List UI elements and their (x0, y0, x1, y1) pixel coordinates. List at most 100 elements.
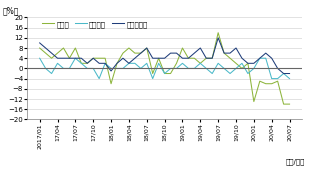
住宅地 (169, 72, 172, 75)
住宅地 (38, 47, 42, 49)
戸建住宅 (109, 67, 113, 70)
マンション (79, 57, 83, 59)
戸建住宅 (258, 57, 262, 59)
住宅地 (228, 57, 232, 59)
マンション (228, 52, 232, 54)
住宅地 (216, 32, 220, 34)
マンション (175, 52, 178, 54)
マンション (187, 57, 190, 59)
住宅地 (139, 52, 143, 54)
戸建住宅 (91, 67, 95, 70)
住宅地 (204, 57, 208, 59)
マンション (86, 62, 89, 64)
マンション (127, 62, 131, 64)
Line: 住宅地: 住宅地 (40, 33, 290, 104)
マンション (240, 57, 244, 59)
住宅地 (270, 83, 273, 85)
戸建住宅 (73, 57, 77, 59)
戸建住宅 (115, 67, 119, 70)
マンション (50, 52, 53, 54)
住宅地 (56, 52, 60, 54)
マンション (276, 67, 280, 70)
マンション (193, 52, 196, 54)
戸建住宅 (86, 67, 89, 70)
戸建住宅 (169, 67, 172, 70)
マンション (44, 47, 47, 49)
マンション (181, 57, 184, 59)
戸建住宅 (198, 62, 202, 64)
マンション (73, 57, 77, 59)
住宅地 (109, 83, 113, 85)
マンション (133, 57, 137, 59)
マンション (163, 57, 166, 59)
マンション (234, 47, 238, 49)
マンション (62, 57, 65, 59)
住宅地 (133, 52, 137, 54)
マンション (97, 62, 101, 64)
戸建住宅 (79, 62, 83, 64)
戸建住宅 (139, 67, 143, 70)
戸建住宅 (121, 67, 125, 70)
マンション (204, 57, 208, 59)
戸建住宅 (222, 67, 226, 70)
住宅地 (97, 57, 101, 59)
住宅地 (234, 62, 238, 64)
住宅地 (288, 103, 291, 105)
戸建住宅 (187, 67, 190, 70)
住宅地 (198, 62, 202, 64)
戸建住宅 (68, 67, 71, 70)
マンション (258, 57, 262, 59)
戸建住宅 (127, 62, 131, 64)
戸建住宅 (103, 62, 107, 64)
戸建住宅 (240, 62, 244, 64)
マンション (139, 52, 143, 54)
戸建住宅 (228, 72, 232, 75)
マンション (270, 57, 273, 59)
住宅地 (163, 72, 166, 75)
戸建住宅 (210, 72, 214, 75)
マンション (103, 62, 107, 64)
住宅地 (175, 62, 178, 64)
住宅地 (115, 62, 119, 64)
マンション (264, 52, 268, 54)
マンション (68, 57, 71, 59)
戸建住宅 (157, 62, 161, 64)
戸建住宅 (151, 78, 155, 80)
マンション (145, 47, 148, 49)
Text: （年/月）: （年/月） (286, 158, 305, 165)
Line: 戸建住宅: 戸建住宅 (40, 58, 290, 79)
戸建住宅 (38, 57, 42, 59)
戸建住宅 (216, 62, 220, 64)
戸建住宅 (234, 67, 238, 70)
住宅地 (193, 57, 196, 59)
戸建住宅 (193, 67, 196, 70)
住宅地 (73, 47, 77, 49)
住宅地 (258, 80, 262, 82)
マンション (246, 62, 250, 64)
マンション (216, 37, 220, 39)
住宅地 (276, 80, 280, 82)
マンション (210, 57, 214, 59)
住宅地 (121, 52, 125, 54)
マンション (151, 57, 155, 59)
戸建住宅 (252, 67, 256, 70)
住宅地 (145, 47, 148, 49)
戸建住宅 (204, 67, 208, 70)
戸建住宅 (62, 67, 65, 70)
マンション (222, 52, 226, 54)
Text: （%）: （%） (2, 6, 19, 15)
戸建住宅 (264, 57, 268, 59)
住宅地 (210, 57, 214, 59)
戸建住宅 (163, 72, 166, 75)
住宅地 (252, 100, 256, 103)
戸建住宅 (97, 78, 101, 80)
住宅地 (86, 62, 89, 64)
マンション (91, 57, 95, 59)
マンション (121, 57, 125, 59)
住宅地 (50, 57, 53, 59)
戸建住宅 (288, 78, 291, 80)
マンション (38, 42, 42, 44)
住宅地 (103, 57, 107, 59)
戸建住宅 (270, 78, 273, 80)
住宅地 (246, 62, 250, 64)
